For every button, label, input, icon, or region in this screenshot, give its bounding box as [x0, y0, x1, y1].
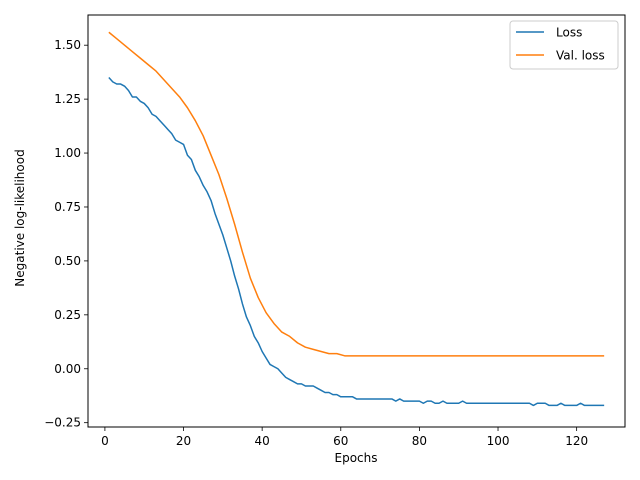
- series-lines: [108, 31, 605, 407]
- x-tick-label: 20: [176, 434, 191, 448]
- series-line-val-loss: [108, 31, 605, 357]
- y-tick-label: 1.50: [54, 38, 81, 52]
- y-tick-label: 0.25: [54, 308, 81, 322]
- x-tick-label: 40: [255, 434, 270, 448]
- plot-frame: [87, 14, 626, 428]
- y-axis-ticks: −0.25 0.00 0.25 0.50 0.75 1.00 1.25 1.50: [44, 38, 88, 430]
- x-tick-label: 0: [101, 434, 109, 448]
- x-tick-label: 120: [565, 434, 588, 448]
- y-tick-label: 0.75: [54, 200, 81, 214]
- y-axis-label: Negative log-likelihood: [13, 149, 27, 286]
- legend: Loss Val. loss: [509, 20, 619, 70]
- x-tick-label: 100: [487, 434, 510, 448]
- y-tick-label: 1.25: [54, 92, 81, 106]
- x-axis-ticks: 0 20 40 60 80 100 120: [101, 427, 588, 448]
- x-tick-label: 80: [412, 434, 427, 448]
- series-line-loss: [108, 77, 605, 407]
- x-tick-label: 60: [333, 434, 348, 448]
- y-tick-label: 0.50: [54, 254, 81, 268]
- y-tick-label: 1.00: [54, 146, 81, 160]
- y-tick-label: 0.00: [54, 362, 81, 376]
- legend-label-loss: Loss: [556, 26, 582, 40]
- legend-label-val-loss: Val. loss: [556, 49, 605, 63]
- y-tick-label: −0.25: [44, 416, 81, 430]
- x-axis-label: Epochs: [335, 451, 378, 465]
- legend-box: [509, 20, 619, 70]
